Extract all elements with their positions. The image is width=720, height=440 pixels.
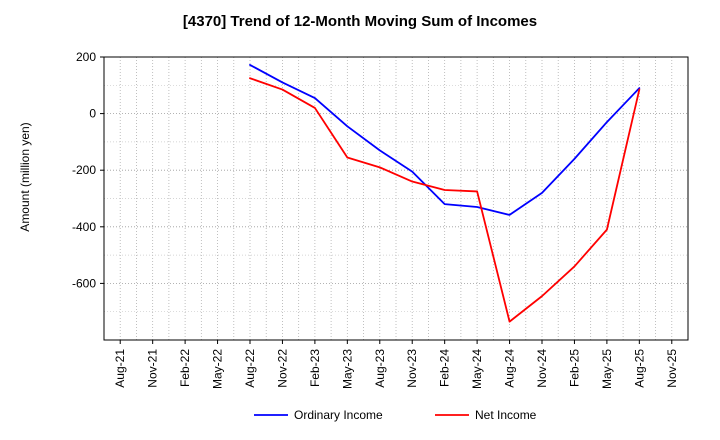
svg-text:Aug-25: Aug-25 — [632, 349, 646, 388]
legend-label: Net Income — [475, 408, 537, 422]
svg-text:Feb-22: Feb-22 — [178, 349, 192, 387]
svg-text:-400: -400 — [72, 220, 96, 234]
svg-text:Nov-22: Nov-22 — [275, 349, 289, 388]
svg-text:Aug-21: Aug-21 — [113, 349, 127, 388]
svg-text:200: 200 — [76, 50, 96, 64]
legend: Ordinary Income Net Income — [254, 408, 537, 422]
svg-text:Feb-24: Feb-24 — [438, 349, 452, 387]
svg-text:May-22: May-22 — [211, 349, 225, 389]
series-line — [249, 77, 641, 323]
svg-text:May-24: May-24 — [470, 349, 484, 389]
svg-text:Nov-24: Nov-24 — [535, 349, 549, 388]
svg-text:Aug-23: Aug-23 — [373, 349, 387, 388]
chart-title: [4370] Trend of 12-Month Moving Sum of I… — [182, 13, 538, 30]
svg-text:Aug-22: Aug-22 — [243, 349, 257, 388]
x-tick-labels: Aug-21 Nov-21 Feb-22 May-22 Aug-22 Nov-22 Feb-… — [113, 349, 679, 389]
svg-text:-200: -200 — [72, 163, 96, 177]
svg-text:Feb-25: Feb-25 — [567, 349, 581, 387]
axes — [100, 56, 689, 344]
svg-text:Nov-25: Nov-25 — [665, 349, 679, 388]
gridlines — [104, 56, 688, 340]
legend-label: Ordinary Income — [294, 408, 383, 422]
svg-text:Nov-23: Nov-23 — [405, 349, 419, 388]
series-lines — [249, 64, 641, 323]
svg-text:May-25: May-25 — [600, 349, 614, 389]
svg-text:Nov-21: Nov-21 — [146, 349, 160, 388]
svg-text:Feb-23: Feb-23 — [308, 349, 322, 387]
svg-text:-600: -600 — [72, 276, 96, 290]
svg-text:Aug-24: Aug-24 — [503, 349, 517, 388]
y-tick-labels: 200 0 -200 -400 -600 — [72, 50, 96, 290]
svg-text:0: 0 — [89, 107, 96, 121]
series-line — [249, 64, 641, 216]
svg-text:May-23: May-23 — [340, 349, 354, 389]
